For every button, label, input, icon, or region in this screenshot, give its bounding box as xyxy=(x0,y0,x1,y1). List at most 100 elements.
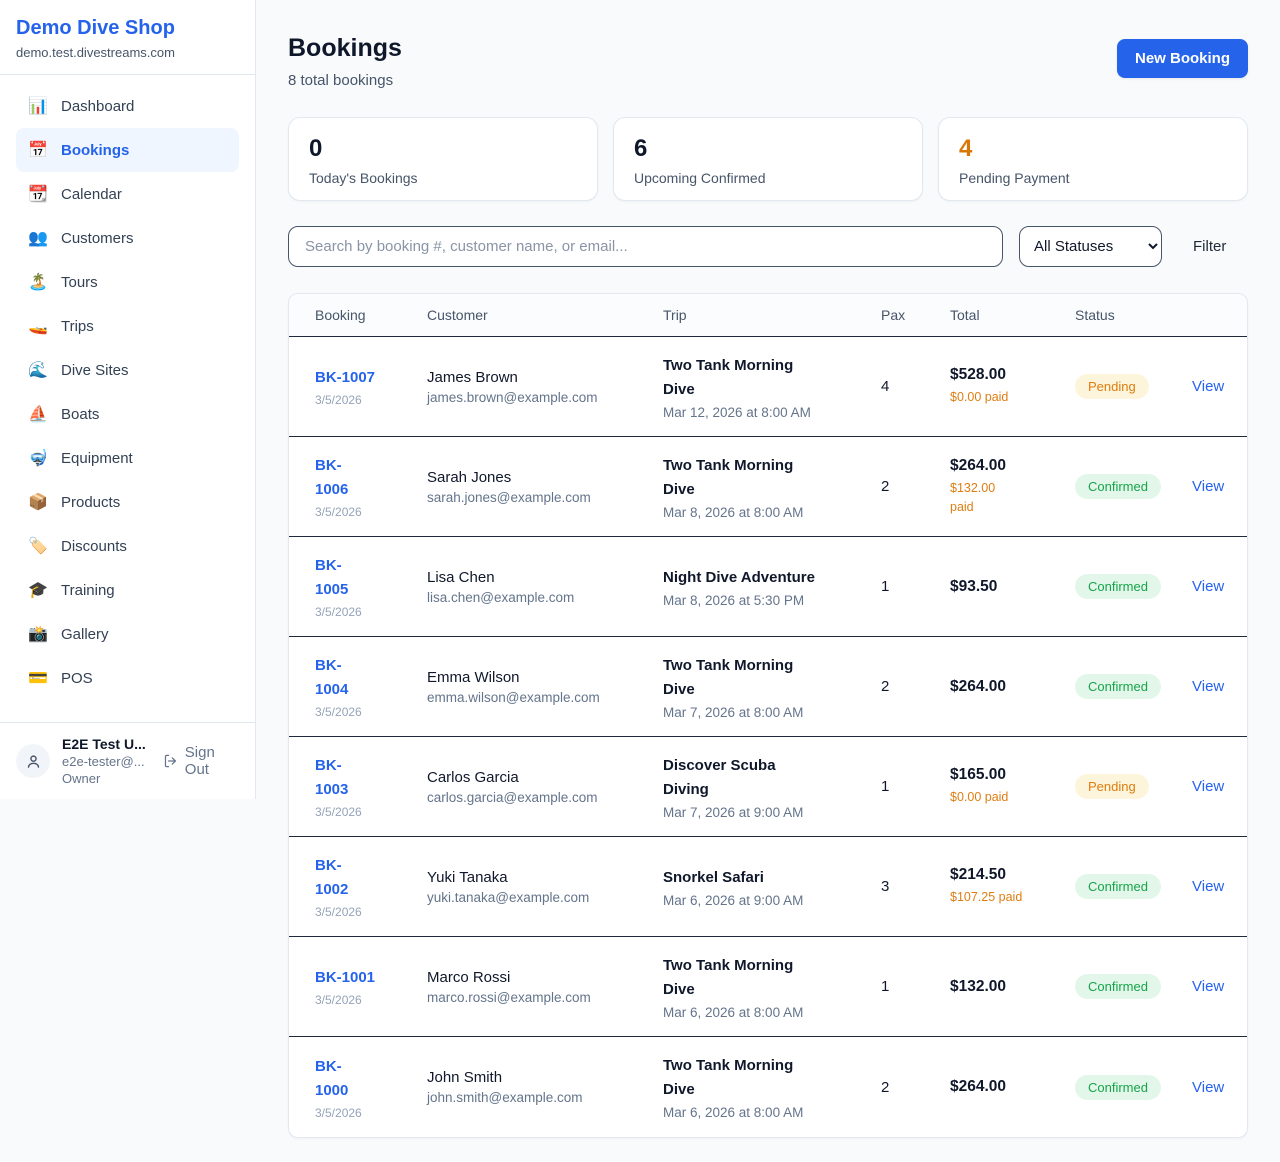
total-cell: $264.00 xyxy=(950,678,1075,696)
total-cell: $264.00 $132.00 paid xyxy=(950,457,1075,515)
trip-date: Mar 6, 2026 at 8:00 AM xyxy=(663,1004,804,1020)
status-badge: Pending xyxy=(1075,774,1149,799)
sidebar-item-label: Training xyxy=(61,581,115,599)
customer-email: john.smith@example.com xyxy=(427,1090,583,1105)
graduation-cap-icon: 🎓 xyxy=(28,582,48,599)
pax-value: 2 xyxy=(881,678,890,695)
booking-cell: BK- 1006 3/5/2026 xyxy=(315,454,427,519)
customer-cell: James Brown james.brown@example.com xyxy=(427,369,663,405)
sidebar-item-customers[interactable]: 👥 Customers xyxy=(16,216,239,260)
paid-amount: $107.25 paid xyxy=(950,890,1023,905)
filter-button[interactable]: Filter xyxy=(1193,238,1227,255)
customer-name: Yuki Tanaka xyxy=(427,868,508,886)
sidebar-nav: 📊 Dashboard 📅 Bookings 📆 Calendar 👥 Cust… xyxy=(0,75,255,722)
booking-date: 3/5/2026 xyxy=(315,905,362,919)
booking-date: 3/5/2026 xyxy=(315,993,362,1007)
sidebar-item-calendar[interactable]: 📆 Calendar xyxy=(16,172,239,216)
wave-icon: 🌊 xyxy=(28,362,48,379)
page-subtitle: 8 total bookings xyxy=(288,72,394,89)
booking-id-link[interactable]: BK-1001 xyxy=(315,969,376,986)
title-block: Bookings 8 total bookings xyxy=(288,34,402,89)
sidebar-item-boats[interactable]: ⛵ Boats xyxy=(16,392,239,436)
tag-icon: 🏷️ xyxy=(28,538,48,555)
view-link[interactable]: View xyxy=(1192,478,1225,495)
status-badge: Confirmed xyxy=(1075,974,1161,999)
sidebar-item-dashboard[interactable]: 📊 Dashboard xyxy=(16,84,239,128)
booking-id-link[interactable]: BK- 1004 xyxy=(315,657,349,698)
booking-id-link[interactable]: BK- 1005 xyxy=(315,557,349,598)
booking-id-link[interactable]: BK- 1002 xyxy=(315,857,349,898)
pax-value: 3 xyxy=(881,878,890,895)
customer-email: carlos.garcia@example.com xyxy=(427,789,598,805)
view-link[interactable]: View xyxy=(1192,878,1225,895)
sailboat-icon: ⛵ xyxy=(28,406,48,423)
view-link[interactable]: View xyxy=(1192,678,1225,695)
customer-email: sarah.jones@example.com xyxy=(427,489,591,505)
view-link[interactable]: View xyxy=(1192,978,1225,995)
status-cell: Confirmed xyxy=(1075,874,1192,899)
sidebar-item-label: Boats xyxy=(61,405,100,423)
booking-id-link[interactable]: BK- 1000 xyxy=(315,1057,349,1099)
person-icon xyxy=(27,754,39,768)
island-icon: 🏝️ xyxy=(28,274,48,291)
col-header-booking: Booking xyxy=(315,307,366,323)
stats-row: 0 Today's Bookings 6 Upcoming Confirmed … xyxy=(288,117,1248,201)
sidebar-item-bookings[interactable]: 📅 Bookings xyxy=(16,128,239,172)
table-row: BK- 1002 3/5/2026 Yuki Tanaka yuki.tanak… xyxy=(289,837,1247,937)
trip-cell: Two Tank Morning Dive Mar 6, 2026 at 8:0… xyxy=(663,954,881,1020)
booking-id-link[interactable]: BK-1007 xyxy=(315,369,376,386)
sidebar-item-trips[interactable]: 🚤 Trips xyxy=(16,304,239,348)
customer-cell: Sarah Jones sarah.jones@example.com xyxy=(427,469,663,505)
sign-out-label: Sign Out xyxy=(184,744,215,778)
customer-cell: Emma Wilson emma.wilson@example.com xyxy=(427,669,663,705)
tear-off-calendar-icon: 📆 xyxy=(28,186,48,203)
credit-card-icon: 💳 xyxy=(28,670,48,687)
customer-email: lisa.chen@example.com xyxy=(427,589,575,605)
sidebar-item-pos[interactable]: 💳 POS xyxy=(16,656,239,700)
col-header-pax: Pax xyxy=(881,307,906,323)
trip-cell: Two Tank Morning Dive Mar 7, 2026 at 8:0… xyxy=(663,654,881,720)
search-input[interactable] xyxy=(288,226,1003,267)
stat-card-todays-bookings: 0 Today's Bookings xyxy=(288,117,598,201)
total-amount: $93.50 xyxy=(950,577,998,595)
sidebar-item-label: Trips xyxy=(61,317,94,335)
package-icon: 📦 xyxy=(28,494,48,511)
status-badge: Confirmed xyxy=(1075,474,1161,499)
trip-name: Discover Scuba Diving xyxy=(663,756,776,798)
table-row: BK-1001 3/5/2026 Marco Rossi marco.rossi… xyxy=(289,937,1247,1037)
trip-name: Two Tank Morning Dive xyxy=(663,356,794,398)
new-booking-button[interactable]: New Booking xyxy=(1116,39,1248,78)
sign-out-button[interactable]: Sign Out xyxy=(163,744,239,778)
booking-date: 3/5/2026 xyxy=(315,393,362,407)
sidebar-item-training[interactable]: 🎓 Training xyxy=(16,568,239,612)
bookings-table: Booking Customer Trip Pax Total Status B… xyxy=(288,293,1248,1138)
trip-name: Two Tank Morning Dive xyxy=(663,1057,794,1098)
view-link[interactable]: View xyxy=(1192,1078,1225,1096)
sidebar-item-tours[interactable]: 🏝️ Tours xyxy=(16,260,239,304)
view-link[interactable]: View xyxy=(1192,578,1225,595)
booking-id-link[interactable]: BK- 1006 xyxy=(315,457,349,498)
sidebar-item-label: Tours xyxy=(61,273,98,291)
status-cell: Confirmed xyxy=(1075,1074,1192,1100)
view-link[interactable]: View xyxy=(1192,778,1225,795)
sidebar-item-label: Calendar xyxy=(61,185,122,203)
trip-cell: Discover Scuba Diving Mar 7, 2026 at 9:0… xyxy=(663,754,881,820)
trip-date: Mar 6, 2026 at 9:00 AM xyxy=(663,892,804,908)
controls-row: All Statuses Filter xyxy=(288,226,1248,267)
status-filter-select[interactable]: All Statuses xyxy=(1019,226,1162,267)
pax-value: 1 xyxy=(881,578,890,595)
user-email: e2e-tester@... xyxy=(62,754,145,769)
status-badge: Confirmed xyxy=(1075,674,1161,699)
trip-date: Mar 8, 2026 at 8:00 AM xyxy=(663,504,804,520)
sidebar-item-dive-sites[interactable]: 🌊 Dive Sites xyxy=(16,348,239,392)
sidebar-item-equipment[interactable]: 🤿 Equipment xyxy=(16,436,239,480)
status-cell: Pending xyxy=(1075,374,1192,399)
status-cell: Confirmed xyxy=(1075,574,1192,599)
trip-date: Mar 7, 2026 at 9:00 AM xyxy=(663,804,804,820)
view-link[interactable]: View xyxy=(1192,378,1225,395)
sidebar-item-gallery[interactable]: 📸 Gallery xyxy=(16,612,239,656)
customer-email: james.brown@example.com xyxy=(427,389,598,405)
sidebar-item-discounts[interactable]: 🏷️ Discounts xyxy=(16,524,239,568)
sidebar-item-products[interactable]: 📦 Products xyxy=(16,480,239,524)
booking-id-link[interactable]: BK- 1003 xyxy=(315,757,349,798)
